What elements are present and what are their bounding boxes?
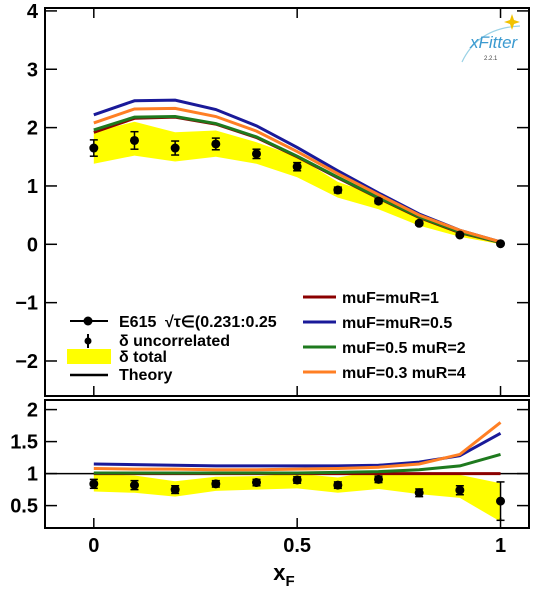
ratio-data-point <box>89 479 99 489</box>
main-data-point <box>414 218 424 228</box>
main-band-area <box>93 121 501 245</box>
main-data-point <box>333 185 343 195</box>
legend-item-total: δ total <box>67 349 167 366</box>
ratio-data-point <box>129 480 139 490</box>
ratio-data-points <box>89 474 506 522</box>
legend-label-e615: E615 <box>119 314 156 331</box>
ratio-y-ticks: 2 1.5 1 0.5 <box>10 400 529 518</box>
legend-label-tau-range: √τ∈(0.231:0.25 <box>165 314 277 331</box>
ratio-data-point <box>211 479 221 489</box>
ratio-panel: 21.510.5 0 0.5 1 <box>10 8 530 557</box>
ratio-data-point <box>292 475 302 485</box>
ratio-data-point <box>170 485 180 495</box>
main-data-points <box>89 130 506 249</box>
legend-label-total: δ total <box>119 349 167 366</box>
ratio-ytick-label: 1.5 <box>10 432 38 454</box>
main-data-point <box>496 239 506 249</box>
main-plot-frame <box>44 7 530 397</box>
legend-dot-marker <box>83 316 93 326</box>
legend-label-3: muF=0.3 muR=4 <box>342 365 466 382</box>
ratio-band-area <box>93 470 501 522</box>
main-data-point <box>374 196 384 206</box>
main-data-point <box>251 149 261 159</box>
main-ytick-label: −2 <box>15 351 38 373</box>
main-y-ticks: 4 3 2 1 0 −1 −2 <box>15 1 529 373</box>
legend-item-uncorrelated: δ uncorrelated <box>84 333 230 350</box>
logo-text: xFitter <box>469 33 519 52</box>
main-data-point <box>455 230 465 240</box>
ratio-data-point <box>251 478 261 488</box>
x-axis-label: xF <box>273 560 294 590</box>
legend-label-theory: Theory <box>119 367 172 384</box>
x-ticks: 0 0.5 1 <box>88 8 506 557</box>
main-data-point <box>292 162 302 172</box>
xfitter-logo: xFitter 2.2.1 <box>461 14 521 63</box>
main-ytick-label: 0 <box>27 234 38 256</box>
ratio-ytick-label: 2 <box>27 400 38 422</box>
xtick-label: 0.5 <box>283 535 311 557</box>
legend-point-marker <box>84 337 92 345</box>
main-ytick-label: 3 <box>27 59 38 81</box>
ratio-theory-curves <box>93 421 502 476</box>
main-uncertainty-band <box>93 121 501 245</box>
legend-label-2: muF=0.5 muR=2 <box>342 340 466 357</box>
ratio-series-3 <box>93 421 502 472</box>
ratio-data-point <box>414 488 424 498</box>
xtick-label: 0 <box>88 535 99 557</box>
main-data-point <box>211 139 221 149</box>
main-ytick-label: 4 <box>27 1 39 23</box>
main-ytick-label: −1 <box>15 293 38 315</box>
legend-item-e615: E615 √τ∈(0.231:0.25 <box>70 314 277 331</box>
main-ytick-label: 1 <box>27 176 38 198</box>
legend-scales: muF=muR=1 muF=muR=0.5 muF=0.5 muR=2 muF=0.3… <box>303 290 466 382</box>
xtick-label: 1 <box>495 535 506 557</box>
logo-version: 2.2.1 <box>484 56 498 62</box>
main-data-point <box>129 135 139 145</box>
ratio-series-2 <box>93 452 501 475</box>
ratio-uncertainty-band <box>45 470 529 522</box>
ratio-data-point <box>455 485 465 495</box>
ratio-series-1 <box>93 431 502 468</box>
main-ytick-label: 2 <box>27 118 38 140</box>
main-series-2 <box>93 115 501 245</box>
ratio-data-point <box>374 474 384 484</box>
ratio-data-point <box>333 480 343 490</box>
legend-item-theory: Theory <box>70 367 172 384</box>
main-series-3 <box>93 106 501 244</box>
ratio-plot-frame <box>44 399 530 529</box>
legend-label-1: muF=muR=0.5 <box>342 315 452 332</box>
main-data-point <box>89 143 99 153</box>
legend-label-0: muF=muR=1 <box>342 290 439 307</box>
legend-label-uncorrelated: δ uncorrelated <box>119 333 230 350</box>
legend-data: E615 √τ∈(0.231:0.25 δ uncorrelated δ tot… <box>67 314 277 384</box>
legend-band-marker <box>67 349 111 364</box>
logo-star-icon <box>504 14 520 30</box>
ratio-ytick-label: 1 <box>27 464 38 486</box>
ratio-data-point <box>496 496 506 506</box>
main-panel: 4 3 2 1 0 −1 −2 <box>15 1 530 397</box>
main-theory-curves <box>93 98 501 245</box>
ratio-ytick-label: 0.5 <box>10 496 38 518</box>
main-data-point <box>170 143 180 153</box>
